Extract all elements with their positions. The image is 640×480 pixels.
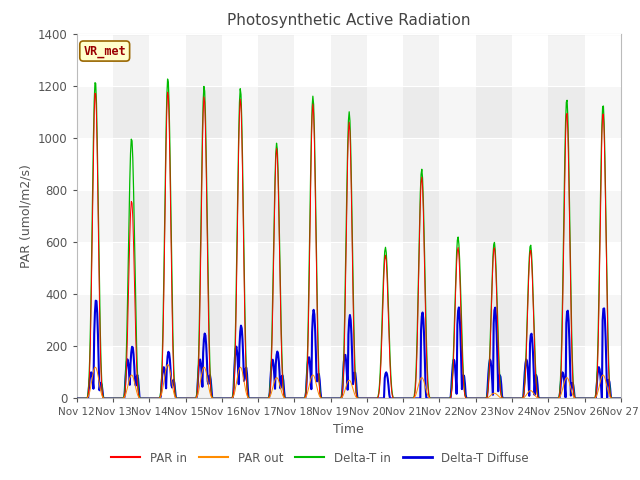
Bar xyxy=(584,34,621,398)
Bar xyxy=(113,34,149,398)
Bar xyxy=(186,34,222,398)
Bar xyxy=(77,242,621,294)
Bar xyxy=(77,34,621,86)
Bar xyxy=(77,34,113,398)
Bar xyxy=(77,86,621,138)
Bar xyxy=(548,34,584,398)
Bar xyxy=(77,138,621,190)
Bar xyxy=(331,34,367,398)
Bar xyxy=(294,34,331,398)
Title: Photosynthetic Active Radiation: Photosynthetic Active Radiation xyxy=(227,13,470,28)
X-axis label: Time: Time xyxy=(333,423,364,436)
Bar xyxy=(403,34,440,398)
Bar xyxy=(367,34,403,398)
Bar xyxy=(512,34,548,398)
Bar xyxy=(440,34,476,398)
Text: VR_met: VR_met xyxy=(83,45,126,58)
Bar xyxy=(222,34,258,398)
Bar xyxy=(476,34,512,398)
Bar xyxy=(77,346,621,398)
Bar xyxy=(77,190,621,242)
Y-axis label: PAR (umol/m2/s): PAR (umol/m2/s) xyxy=(19,164,33,268)
Bar xyxy=(77,294,621,346)
Bar xyxy=(149,34,186,398)
Legend: PAR in, PAR out, Delta-T in, Delta-T Diffuse: PAR in, PAR out, Delta-T in, Delta-T Dif… xyxy=(106,447,534,469)
Bar xyxy=(258,34,294,398)
